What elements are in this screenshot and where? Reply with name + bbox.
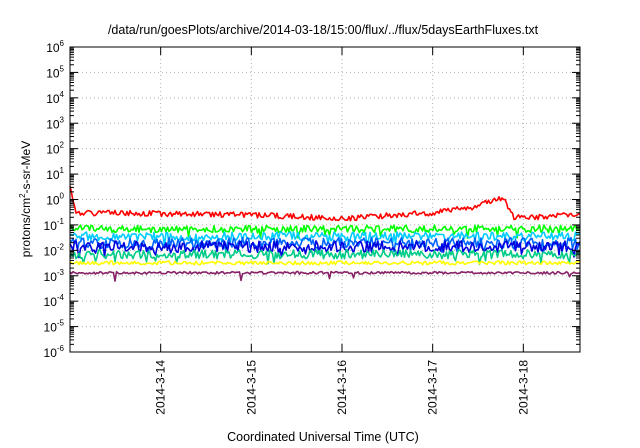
series-line-8 [69,270,581,282]
y-axis-label-prefix: protons/cm [19,198,33,257]
series-line-7 [69,260,581,266]
y-tick-label: 10-4 [44,293,65,309]
x-axis-label: Coordinated Universal Time (UTC) [227,430,419,444]
y-axis-label-suffix: -s-sr-MeV [19,141,33,194]
x-tick-label: 2014-3-16 [335,360,349,415]
series-line-3 [69,231,581,248]
grid-lines [70,47,580,352]
series-line-1 [69,185,581,222]
x-tick-label: 2014-3-18 [516,360,530,415]
y-tick-label: 100 [46,192,64,208]
chart-title: /data/run/goesPlots/archive/2014-03-18/1… [108,23,539,37]
y-tick-label: 105 [46,64,64,80]
y-tick-label: 10-6 [44,344,65,360]
y-tick-label: 10-2 [44,242,65,258]
y-tick-label: 10-3 [44,268,65,284]
y-tick-label: 10-5 [44,319,65,335]
y-tick-label: 104 [46,90,64,106]
y-tick-label: 101 [46,166,64,182]
x-tick-label: 2014-3-14 [154,360,168,415]
y-tick-label: 102 [46,141,64,157]
y-axis-label: protons/cm2-s-sr-MeV [18,141,33,257]
y-tick-label: 106 [46,39,64,55]
series-line-5 [69,240,581,259]
y-axis-ticks: 10-6 10-5 10-4 10-3 10-2 10-1 100 101 102 103 104 1… [44,39,580,360]
y-tick-label: 10-1 [44,217,65,233]
series-line-2 [69,224,581,239]
y-axis-label-sup: 2 [18,193,27,198]
data-series [69,185,581,282]
y-tick-label: 103 [46,115,64,131]
series-line-6 [69,249,581,266]
x-tick-label: 2014-3-15 [244,360,258,415]
x-tick-label: 2014-3-17 [426,360,440,415]
x-axis-ticks: 2014-3-14 2014-3-15 2014-3-16 2014-3-17 2014… [154,47,530,415]
